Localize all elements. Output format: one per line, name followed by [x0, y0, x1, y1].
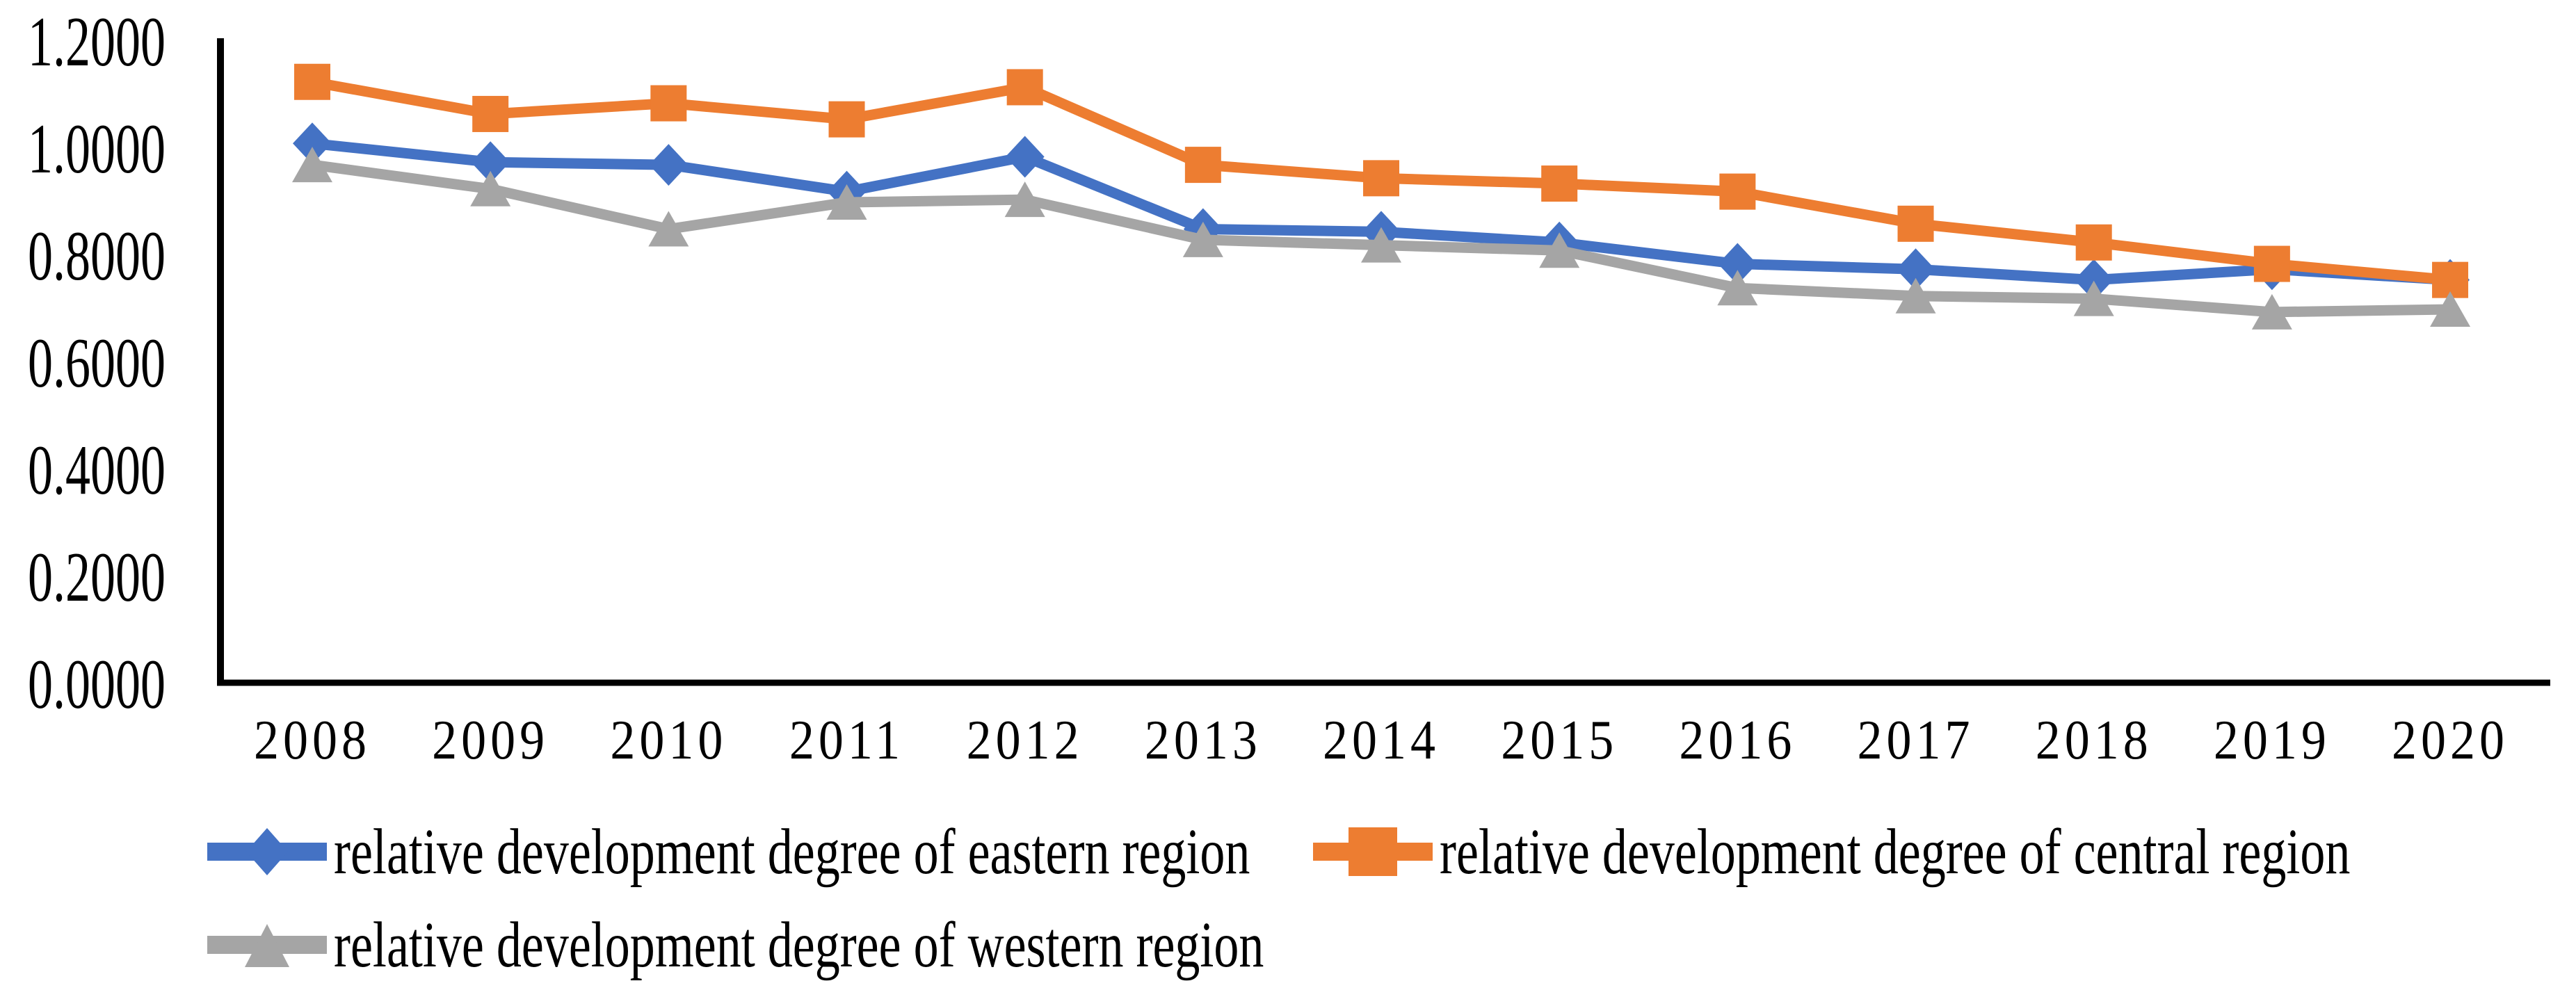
y-tick-label: 1.2000 — [28, 2, 166, 81]
marker-triangle — [1895, 277, 1936, 314]
x-tick-label: 2016 — [1679, 708, 1796, 771]
legend-item-eastern: relative development degree of eastern r… — [207, 816, 1250, 888]
marker-triangle — [1004, 181, 1045, 218]
marker-square — [1541, 165, 1578, 202]
marker-triangle — [1717, 270, 1758, 306]
x-tick-label: 2019 — [2213, 708, 2331, 771]
marker-triangle — [648, 211, 689, 247]
legend-item-western: relative development degree of western r… — [207, 909, 1264, 981]
marker-diamond — [1718, 243, 1757, 285]
marker-square — [2075, 224, 2112, 261]
y-tick-label: 0.8000 — [28, 216, 166, 295]
marker-diamond — [471, 141, 510, 184]
y-tick-label: 0.4000 — [28, 430, 166, 510]
marker-diamond — [2074, 259, 2114, 301]
triangle-marker-icon — [207, 924, 327, 967]
marker-triangle — [1361, 227, 1402, 263]
x-tick-label: 2012 — [966, 708, 1084, 771]
marker-triangle — [2430, 291, 2471, 327]
marker-triangle — [2251, 293, 2292, 330]
legend-label-central: relative development degree of central r… — [1440, 816, 2351, 888]
legend-label-eastern: relative development degree of eastern r… — [334, 816, 1250, 888]
diamond-marker-icon — [207, 828, 327, 875]
marker-triangle — [292, 147, 332, 183]
marker-diamond — [1896, 248, 1935, 291]
marker-square — [472, 95, 509, 132]
marker-square — [294, 63, 330, 100]
marker-triangle — [1539, 232, 1580, 268]
marker-square — [1719, 173, 1756, 210]
x-tick-label: 2020 — [2392, 708, 2509, 771]
x-tick-label: 2017 — [1857, 708, 1974, 771]
y-tick-label: 0.2000 — [28, 537, 166, 617]
legend-label-western: relative development degree of western r… — [334, 909, 1264, 981]
x-tick-label: 2013 — [1144, 708, 1262, 771]
x-tick-label: 2018 — [2035, 708, 2152, 771]
marker-triangle — [826, 184, 867, 220]
y-tick-label: 0.6000 — [28, 323, 166, 403]
marker-triangle — [2073, 280, 2114, 316]
marker-square — [828, 101, 865, 138]
legend-item-central: relative development degree of central r… — [1313, 816, 2350, 888]
marker-triangle — [1182, 221, 1223, 257]
marker-square — [1006, 69, 1043, 106]
y-tick-label: 0.0000 — [28, 644, 166, 724]
marker-square — [1184, 147, 1221, 184]
marker-diamond — [649, 144, 689, 186]
marker-square — [650, 85, 687, 122]
y-tick-label: 1.0000 — [28, 109, 166, 188]
x-tick-label: 2010 — [610, 708, 727, 771]
x-tick-label: 2009 — [432, 708, 549, 771]
marker-triangle — [470, 170, 511, 206]
x-tick-label: 2011 — [789, 708, 905, 771]
marker-square — [1363, 160, 1400, 197]
marker-diamond — [293, 122, 332, 165]
square-marker-icon — [1313, 827, 1433, 876]
x-tick-label: 2015 — [1501, 708, 1618, 771]
x-tick-label: 2008 — [254, 708, 371, 771]
x-tick-label: 2014 — [1323, 708, 1440, 771]
marker-square — [2253, 245, 2290, 282]
marker-square — [1897, 205, 1934, 242]
marker-diamond — [1005, 136, 1045, 178]
